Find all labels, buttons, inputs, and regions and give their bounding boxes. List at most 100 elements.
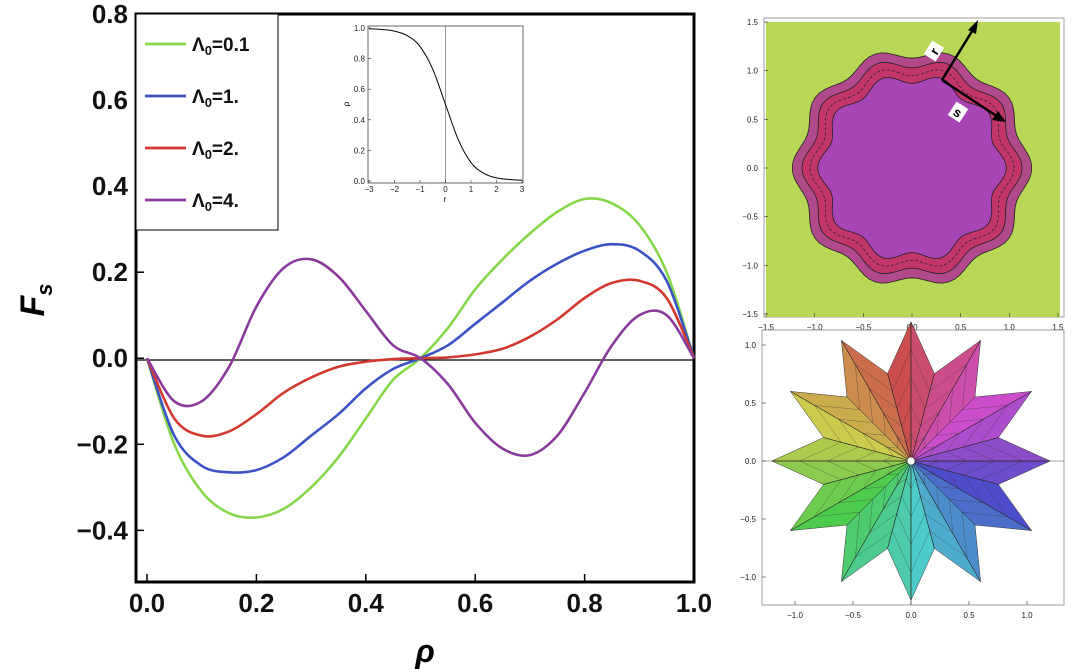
legend-label-symbol: Λ xyxy=(192,139,205,160)
inset-x-tick-label: −2 xyxy=(390,185,400,194)
inset-x-tick-label: 0 xyxy=(443,185,448,194)
star-y-tick-label: 1.0 xyxy=(745,341,757,350)
star-ray xyxy=(910,460,1032,531)
arrow-r-label-bg xyxy=(923,40,945,62)
legend-label-sub: 0 xyxy=(205,147,212,162)
star-ray xyxy=(841,340,912,462)
legend-label: Λ0=1. xyxy=(192,87,239,110)
star-ray xyxy=(841,460,912,582)
direction-arrows: r s xyxy=(923,20,1006,123)
inset-x-tick-label: −1 xyxy=(415,185,425,194)
arrow-r xyxy=(940,27,976,81)
star-shape xyxy=(771,321,1051,601)
legend-label-sub: 0 xyxy=(205,43,212,58)
inset-y-label: ρ xyxy=(342,101,351,106)
star-x-tick-label: 0.0 xyxy=(905,611,917,620)
y-tick-label: −0.4 xyxy=(77,515,129,545)
star-y-tick-label: −1.0 xyxy=(740,573,756,582)
contour-shapes xyxy=(791,52,1033,284)
star-x-tick-label: −0.5 xyxy=(845,611,861,620)
arrow-s xyxy=(941,78,999,119)
star-ray xyxy=(910,460,935,549)
star-ray xyxy=(823,460,912,485)
star-ray xyxy=(910,437,999,462)
star-ray xyxy=(910,340,981,462)
x-tick-label: 0.4 xyxy=(348,588,385,618)
contour-panel: −1.5−1.0−0.50.00.51.01.51.51.00.50.0−0.5… xyxy=(742,17,1065,332)
inset-x-tick-label: 3 xyxy=(520,185,525,194)
inset-y-tick-label: 0.0 xyxy=(354,177,366,186)
contour-x-tick-label: 0.5 xyxy=(955,323,967,332)
contour-y-tick-label: 0.0 xyxy=(747,164,759,173)
legend-label: Λ0=0.1 xyxy=(192,35,250,58)
contour-y-tick-label: 0.5 xyxy=(747,115,759,124)
legend-label-sub: 0 xyxy=(205,95,212,110)
y-tick-label: 0.6 xyxy=(92,85,128,115)
y-tick-label: −0.2 xyxy=(77,429,128,459)
contour-y-tick-label: 1.5 xyxy=(747,18,759,27)
y-tick-label: 0.4 xyxy=(92,171,129,201)
main-chart: 0.8 0.6 0.4 0.2 0.0 −0.2 −0.4 0.0 0.2 0.4 0.6 0.8 1… xyxy=(14,0,712,669)
star-y-tick-label: −0.5 xyxy=(740,515,756,524)
main-y-label-main: F xyxy=(14,295,52,317)
star-ray xyxy=(846,460,912,526)
star-center xyxy=(906,456,916,466)
star-x-tick-label: −1.0 xyxy=(787,611,803,620)
contour-x-tick-label: −1.5 xyxy=(758,323,774,332)
legend-box xyxy=(135,13,279,231)
legend-label: Λ0=4. xyxy=(192,191,239,214)
inset-x-tick-label: 1 xyxy=(469,185,474,194)
inset-chart: −3 −2 −1 0 1 2 3 1.0 0.8 0.6 0.4 0.2 0.0 r ρ xyxy=(342,24,525,204)
contour-y-tick-label: 1.0 xyxy=(747,67,759,76)
contour-inner xyxy=(817,76,1007,260)
y-tick-label: 0.0 xyxy=(92,343,128,373)
star-ray xyxy=(790,460,912,531)
inset-y-tick-label: 0.4 xyxy=(354,116,366,125)
star-ray xyxy=(846,396,912,462)
x-tick-label: 0.8 xyxy=(567,588,603,618)
inset-x-tick-label: 2 xyxy=(494,185,499,194)
legend-label-rest: =4. xyxy=(212,191,239,212)
legend-label: Λ0=2. xyxy=(192,139,239,162)
legend-label-rest: =0.1 xyxy=(212,35,250,56)
star-y-tick-label: 0.0 xyxy=(745,457,757,466)
star-ray xyxy=(910,460,981,582)
main-y-label-sub: s xyxy=(32,283,57,295)
star-panel: −1.0 −0.5 0.0 0.5 1.0 1.0 0.5 0.0 −0.5 −1.0 xyxy=(740,321,1065,620)
legend-label-symbol: Λ xyxy=(192,35,205,56)
star-ray xyxy=(910,396,976,462)
y-tick-label: 0.8 xyxy=(92,0,128,29)
contour-x-tick-label: −1.0 xyxy=(807,323,823,332)
contour-x-tick-label: 1.5 xyxy=(1052,323,1064,332)
star-x-tick-label: 0.5 xyxy=(963,611,975,620)
legend-label-rest: =2. xyxy=(212,139,239,160)
star-ray xyxy=(887,460,912,549)
star-x-tick-label: 1.0 xyxy=(1021,611,1033,620)
star-ray xyxy=(790,391,912,462)
x-tick-label: 0.2 xyxy=(238,588,274,618)
main-x-label: ρ xyxy=(414,633,434,669)
star-ray xyxy=(910,460,976,526)
arrow-s-head xyxy=(992,111,1006,122)
contour-y-tick-label: −0.5 xyxy=(742,213,758,222)
star-ray xyxy=(823,437,912,462)
inset-x-tick-label: −3 xyxy=(364,185,374,194)
inset-curve xyxy=(368,28,523,181)
star-y-tick-label: 0.5 xyxy=(745,399,757,408)
x-tick-label: 1.0 xyxy=(676,588,712,618)
contour-y-tick-label: −1.0 xyxy=(742,261,758,270)
contour-x-tick-label: −0.5 xyxy=(855,323,871,332)
star-ray xyxy=(910,373,935,462)
x-tick-label: 0.0 xyxy=(129,588,165,618)
star-ray xyxy=(910,391,1032,462)
legend-label-symbol: Λ xyxy=(192,87,205,108)
legend-items: Λ0=0.1Λ0=1.Λ0=2.Λ0=4. xyxy=(145,35,250,214)
inset-y-tick-label: 1.0 xyxy=(354,24,366,33)
inset-y-tick-label: 0.6 xyxy=(354,85,366,94)
y-tick-label: 0.2 xyxy=(92,257,128,287)
arrow-s-label-bg xyxy=(947,101,969,123)
inset-y-tick-label: 0.8 xyxy=(354,55,366,64)
legend-label-rest: =1. xyxy=(212,87,239,108)
contour-dashed xyxy=(809,69,1015,267)
